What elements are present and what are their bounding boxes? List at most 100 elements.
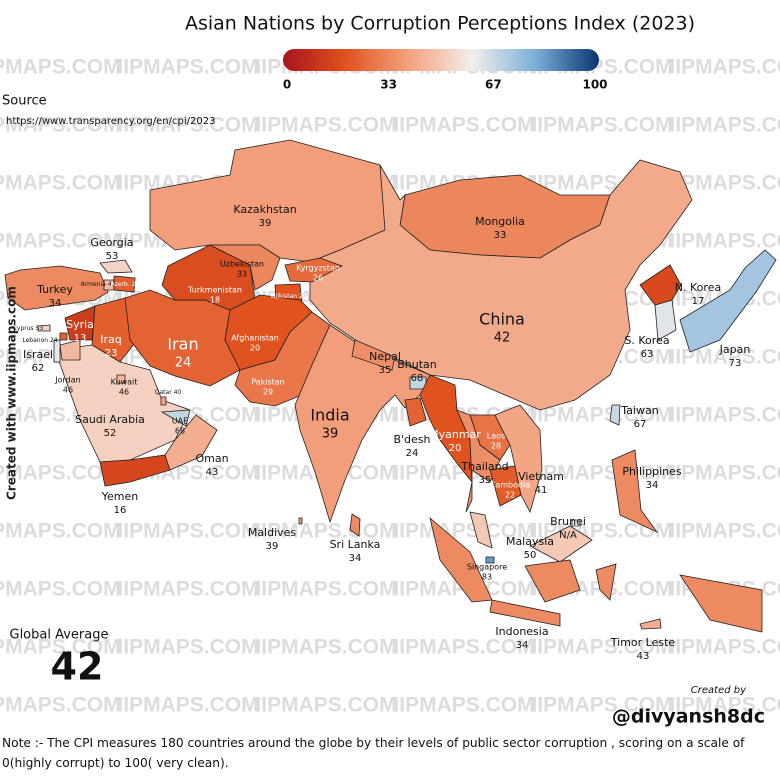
country-value: 23 <box>132 281 140 288</box>
global-average-label: Global Average <box>10 628 109 643</box>
country <box>351 339 396 371</box>
country-name: Nepal <box>369 350 401 363</box>
country-value: 39 <box>322 427 339 442</box>
country <box>164 414 218 471</box>
country <box>37 324 51 332</box>
source-url: https://www.transparency.org/en/cpi/2023 <box>6 116 215 127</box>
colorbar-tick-label: 100 <box>582 78 607 92</box>
country-value: 47 <box>108 281 116 288</box>
country <box>209 244 281 291</box>
watermark: IIPMAPS.COM <box>669 114 780 137</box>
country <box>404 397 427 427</box>
country-name: Singapore <box>467 563 507 572</box>
country-value: 52 <box>104 428 117 439</box>
country-value: 40 <box>174 389 182 396</box>
watermark: IIPMAPS.COM <box>255 114 396 137</box>
country-value: 39 <box>266 541 279 552</box>
country-value: 20 <box>449 443 462 454</box>
country-value: 24 <box>406 448 419 459</box>
map-title: Asian Nations by Corruption Perceptions … <box>185 13 695 35</box>
country <box>419 374 473 484</box>
country <box>639 618 662 630</box>
country-value: 41 <box>535 485 548 496</box>
country-name: Kazakhstan <box>233 203 296 216</box>
country-value: 34 <box>646 480 659 491</box>
country <box>160 409 191 427</box>
watermark: IIPMAPS.COM <box>255 636 396 659</box>
country-value: 68 <box>411 373 424 384</box>
watermark: IIPMAPS.COM <box>393 114 534 137</box>
country <box>4 265 109 311</box>
country <box>349 513 361 537</box>
country-value: 63 <box>641 349 654 360</box>
country-name: Vietnam <box>518 470 564 483</box>
watermark: IIPMAPS.COM <box>255 578 396 601</box>
country-value: 13 <box>74 333 87 344</box>
country <box>524 559 581 603</box>
country-label: Armenia 47 <box>81 281 116 288</box>
country <box>679 574 763 633</box>
country-name: Thailand <box>460 460 508 473</box>
watermark: IIPMAPS.COM <box>669 56 780 79</box>
watermark: IIPMAPS.COM <box>117 578 258 601</box>
country <box>160 396 167 406</box>
country <box>489 599 561 627</box>
country <box>91 297 138 363</box>
country-value: 29 <box>263 388 273 397</box>
watermark: IIPMAPS.COM <box>0 230 121 253</box>
country <box>639 264 682 306</box>
country-name: Afghanistan <box>231 334 279 343</box>
country-label: Azerb. 23 <box>111 281 140 288</box>
watermark: IIPMAPS.COM <box>0 56 121 79</box>
country <box>53 339 61 363</box>
watermark: IIPMAPS.COM <box>669 462 780 485</box>
country-value: 39 <box>259 218 272 229</box>
country-value: 42 <box>494 331 511 346</box>
country-name: Jordan <box>54 376 80 385</box>
global-average: 42 <box>51 645 104 689</box>
country-name: Bhutan <box>397 358 437 371</box>
country-name: Azerb. <box>111 281 130 288</box>
colorbar-tick-label: 67 <box>485 78 502 92</box>
country-name: Laos <box>487 432 505 441</box>
watermark: IIPMAPS.COM <box>669 230 780 253</box>
country <box>485 556 495 564</box>
country-value: 34 <box>49 298 62 309</box>
country-name: Georgia <box>90 236 133 249</box>
watermark: IIPMAPS.COM <box>669 346 780 369</box>
watermark: IIPMAPS.COM <box>669 404 780 427</box>
country-name: Qatar <box>155 389 172 396</box>
country-value: 33 <box>494 230 507 241</box>
country-value: 17 <box>692 296 705 307</box>
country-value: 53 <box>36 325 44 332</box>
country-value: 46 <box>119 388 129 397</box>
country-value: 83 <box>482 573 492 582</box>
country <box>529 525 593 563</box>
country-name: Kyrgyzstan <box>296 264 340 273</box>
watermark: IIPMAPS.COM <box>255 694 396 717</box>
country-name: Uzbekistan <box>220 260 264 269</box>
country-name: Mongolia <box>475 215 525 228</box>
country-name: Turkey <box>36 283 73 296</box>
country-value: 34 <box>349 553 362 564</box>
watermark: IIPMAPS.COM <box>0 114 121 137</box>
country-value: 73 <box>729 358 742 369</box>
country-label: Tajikistan 20 <box>268 293 307 300</box>
note-box: Note :- The CPI measures 180 countries a… <box>2 736 744 770</box>
side-credit: Created with www.iipmaps.com <box>5 286 19 500</box>
watermark: IIPMAPS.COM <box>531 694 672 717</box>
watermark: IIPMAPS.COM <box>117 636 258 659</box>
country-name: Israel <box>23 348 53 361</box>
country <box>116 374 126 384</box>
country-value: 23 <box>105 348 118 359</box>
country <box>429 516 493 603</box>
country-value: 24 <box>50 337 58 344</box>
country <box>571 519 581 527</box>
country-value: 35 <box>379 365 392 376</box>
country-value: 67 <box>634 419 647 430</box>
country-value: 68 <box>175 427 185 436</box>
country-value: N/A <box>559 530 577 541</box>
country-name: Iran <box>167 335 198 354</box>
country-value: 43 <box>206 467 219 478</box>
country <box>609 404 621 426</box>
